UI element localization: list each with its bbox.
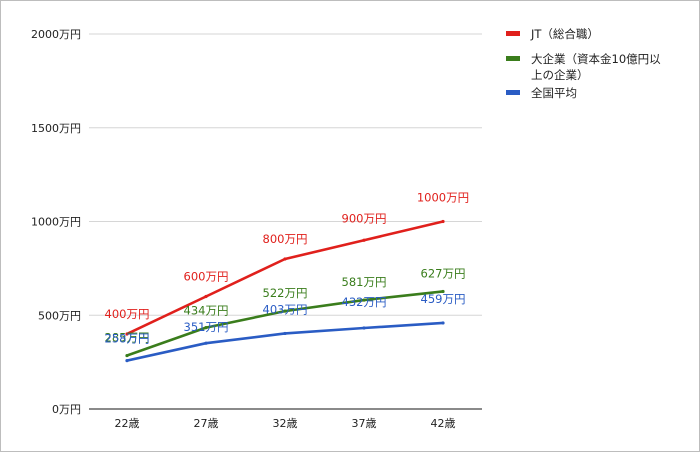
data-label: 434万円 bbox=[184, 304, 229, 318]
y-axis-tick-labels: 0万円 500万円 1000万円 1500万円 2000万円 bbox=[31, 28, 81, 416]
data-labels: 400万円 600万円 800万円 900万円 1000万円 285万円 434万円 522万… bbox=[105, 191, 470, 346]
legend-label: JT（総合職） bbox=[530, 27, 599, 41]
data-label: 627万円 bbox=[421, 266, 466, 280]
legend-label: 大企業（資本金10億円以 bbox=[531, 52, 661, 66]
data-point bbox=[441, 321, 445, 325]
data-label: 285万円 bbox=[105, 331, 150, 345]
data-label: 258万円 bbox=[105, 332, 150, 346]
data-point bbox=[283, 257, 287, 261]
legend-swatch bbox=[506, 31, 520, 36]
data-label: 1000万円 bbox=[417, 191, 469, 205]
series-line bbox=[126, 321, 444, 362]
data-label: 522万円 bbox=[263, 286, 308, 300]
data-point bbox=[283, 309, 287, 313]
y-tick-label: 0万円 bbox=[52, 403, 81, 416]
x-tick-label: 42歳 bbox=[431, 417, 456, 430]
x-axis-tick-labels: 22歳 27歳 32歳 37歳 42歳 bbox=[115, 417, 456, 430]
data-point bbox=[441, 219, 445, 224]
data-label: 800万円 bbox=[263, 232, 308, 246]
data-point bbox=[441, 289, 445, 294]
legend-swatch bbox=[506, 90, 520, 95]
y-tick-label: 1000万円 bbox=[31, 216, 81, 229]
data-point bbox=[125, 332, 129, 336]
gridlines bbox=[89, 33, 482, 410]
data-point bbox=[204, 294, 208, 299]
series-line bbox=[126, 290, 444, 357]
y-tick-label: 1500万円 bbox=[31, 122, 81, 135]
data-point bbox=[362, 238, 366, 242]
legend-swatch bbox=[506, 56, 520, 61]
data-label: 351万円 bbox=[184, 320, 229, 334]
y-tick-label: 2000万円 bbox=[31, 28, 81, 41]
data-point bbox=[362, 298, 366, 302]
x-tick-label: 22歳 bbox=[115, 417, 140, 430]
legend-label: 全国平均 bbox=[531, 86, 577, 100]
legend-label: 上の企業） bbox=[531, 68, 589, 82]
data-point bbox=[362, 326, 366, 330]
data-label: 900万円 bbox=[342, 211, 387, 225]
x-tick-label: 32歳 bbox=[273, 417, 298, 430]
data-label: 400万円 bbox=[105, 307, 150, 321]
data-point bbox=[204, 326, 208, 330]
series-lines bbox=[125, 219, 445, 363]
data-label: 600万円 bbox=[184, 270, 229, 284]
data-label: 459万円 bbox=[421, 292, 466, 306]
data-label: 432万円 bbox=[342, 295, 387, 309]
y-tick-label: 500万円 bbox=[38, 309, 81, 322]
data-point bbox=[204, 341, 208, 345]
x-tick-label: 37歳 bbox=[352, 417, 377, 430]
x-tick-label: 27歳 bbox=[194, 417, 219, 430]
data-point bbox=[125, 353, 129, 358]
data-label: 581万円 bbox=[342, 275, 387, 289]
data-point bbox=[283, 331, 287, 336]
data-label: 403万円 bbox=[263, 302, 308, 316]
data-point bbox=[125, 359, 129, 363]
